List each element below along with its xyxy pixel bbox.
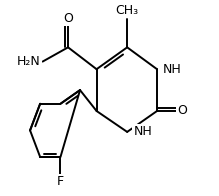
Text: F: F [57, 175, 64, 188]
Text: NH: NH [163, 63, 182, 76]
Text: NH: NH [133, 125, 152, 138]
Text: CH₃: CH₃ [116, 4, 139, 17]
Text: H₂N: H₂N [17, 55, 41, 68]
Text: O: O [63, 12, 73, 25]
Text: O: O [177, 104, 187, 117]
